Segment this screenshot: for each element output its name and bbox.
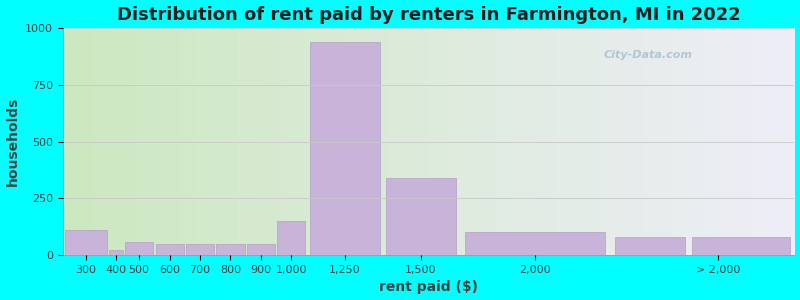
Bar [310, 41, 380, 255]
Bar [125, 242, 153, 255]
Bar [278, 221, 306, 255]
Bar [109, 250, 123, 255]
Bar [155, 244, 183, 255]
Bar [386, 178, 456, 255]
Bar [65, 230, 106, 255]
Bar [217, 244, 245, 255]
Title: Distribution of rent paid by renters in Farmington, MI in 2022: Distribution of rent paid by renters in … [117, 6, 741, 24]
Text: City-Data.com: City-Data.com [604, 50, 693, 60]
Bar [466, 232, 606, 255]
Bar [186, 244, 214, 255]
X-axis label: rent paid ($): rent paid ($) [379, 280, 478, 294]
Y-axis label: households: households [6, 97, 19, 186]
Bar [247, 244, 275, 255]
Bar [692, 237, 790, 255]
Bar [614, 237, 685, 255]
